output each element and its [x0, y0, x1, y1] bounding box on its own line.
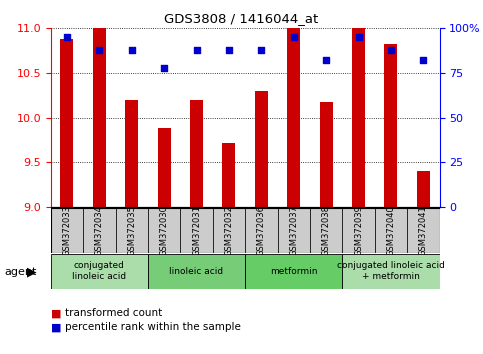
- Bar: [352, 28, 365, 207]
- Text: GSM372034: GSM372034: [95, 205, 104, 256]
- Bar: [51, 208, 83, 253]
- Text: metformin: metformin: [270, 267, 317, 276]
- Text: GSM372030: GSM372030: [159, 205, 169, 256]
- Text: ■: ■: [51, 322, 61, 332]
- Text: GSM372032: GSM372032: [225, 205, 233, 256]
- Text: GSM372041: GSM372041: [419, 205, 428, 256]
- Text: transformed count: transformed count: [65, 308, 162, 318]
- Bar: [223, 143, 235, 207]
- Bar: [278, 208, 310, 253]
- Point: [193, 47, 200, 53]
- Text: GSM372033: GSM372033: [62, 205, 71, 256]
- Text: ▶: ▶: [27, 265, 36, 278]
- Text: GDS3808 / 1416044_at: GDS3808 / 1416044_at: [164, 12, 319, 25]
- Bar: [245, 254, 342, 289]
- Text: conjugated
linoleic acid: conjugated linoleic acid: [72, 262, 127, 281]
- Bar: [148, 208, 180, 253]
- Bar: [148, 254, 245, 289]
- Text: linoleic acid: linoleic acid: [170, 267, 224, 276]
- Bar: [157, 129, 170, 207]
- Bar: [375, 208, 407, 253]
- Text: GSM372037: GSM372037: [289, 205, 298, 256]
- Text: GSM372035: GSM372035: [127, 205, 136, 256]
- Point: [419, 58, 427, 63]
- Bar: [93, 21, 106, 207]
- Bar: [320, 102, 333, 207]
- Bar: [213, 208, 245, 253]
- Text: percentile rank within the sample: percentile rank within the sample: [65, 322, 241, 332]
- Bar: [115, 208, 148, 253]
- Point: [257, 47, 265, 53]
- Bar: [180, 208, 213, 253]
- Text: GSM372038: GSM372038: [322, 205, 331, 256]
- Bar: [287, 28, 300, 207]
- Point: [355, 34, 362, 40]
- Bar: [51, 254, 148, 289]
- Point: [290, 34, 298, 40]
- Point: [387, 47, 395, 53]
- Bar: [190, 100, 203, 207]
- Text: GSM372039: GSM372039: [354, 205, 363, 256]
- Bar: [407, 208, 440, 253]
- Bar: [255, 91, 268, 207]
- Point: [225, 47, 233, 53]
- Text: conjugated linoleic acid
+ metformin: conjugated linoleic acid + metformin: [337, 262, 445, 281]
- Bar: [60, 39, 73, 207]
- Bar: [83, 208, 115, 253]
- Text: GSM372036: GSM372036: [257, 205, 266, 256]
- Bar: [417, 171, 430, 207]
- Bar: [342, 208, 375, 253]
- Bar: [310, 208, 342, 253]
- Point: [96, 47, 103, 53]
- Text: agent: agent: [5, 267, 37, 276]
- Text: GSM372031: GSM372031: [192, 205, 201, 256]
- Bar: [125, 100, 138, 207]
- Bar: [342, 254, 440, 289]
- Bar: [245, 208, 278, 253]
- Point: [322, 58, 330, 63]
- Point: [128, 47, 136, 53]
- Text: GSM372040: GSM372040: [386, 205, 396, 256]
- Point: [160, 65, 168, 70]
- Bar: [384, 44, 398, 207]
- Point: [63, 34, 71, 40]
- Text: ■: ■: [51, 308, 61, 318]
